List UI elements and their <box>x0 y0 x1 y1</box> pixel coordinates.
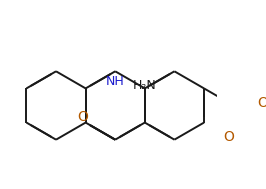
Text: NH: NH <box>106 75 124 88</box>
Text: O: O <box>257 96 266 110</box>
Text: H₂N: H₂N <box>133 79 157 92</box>
Text: O: O <box>77 110 88 124</box>
Text: O: O <box>224 130 235 144</box>
